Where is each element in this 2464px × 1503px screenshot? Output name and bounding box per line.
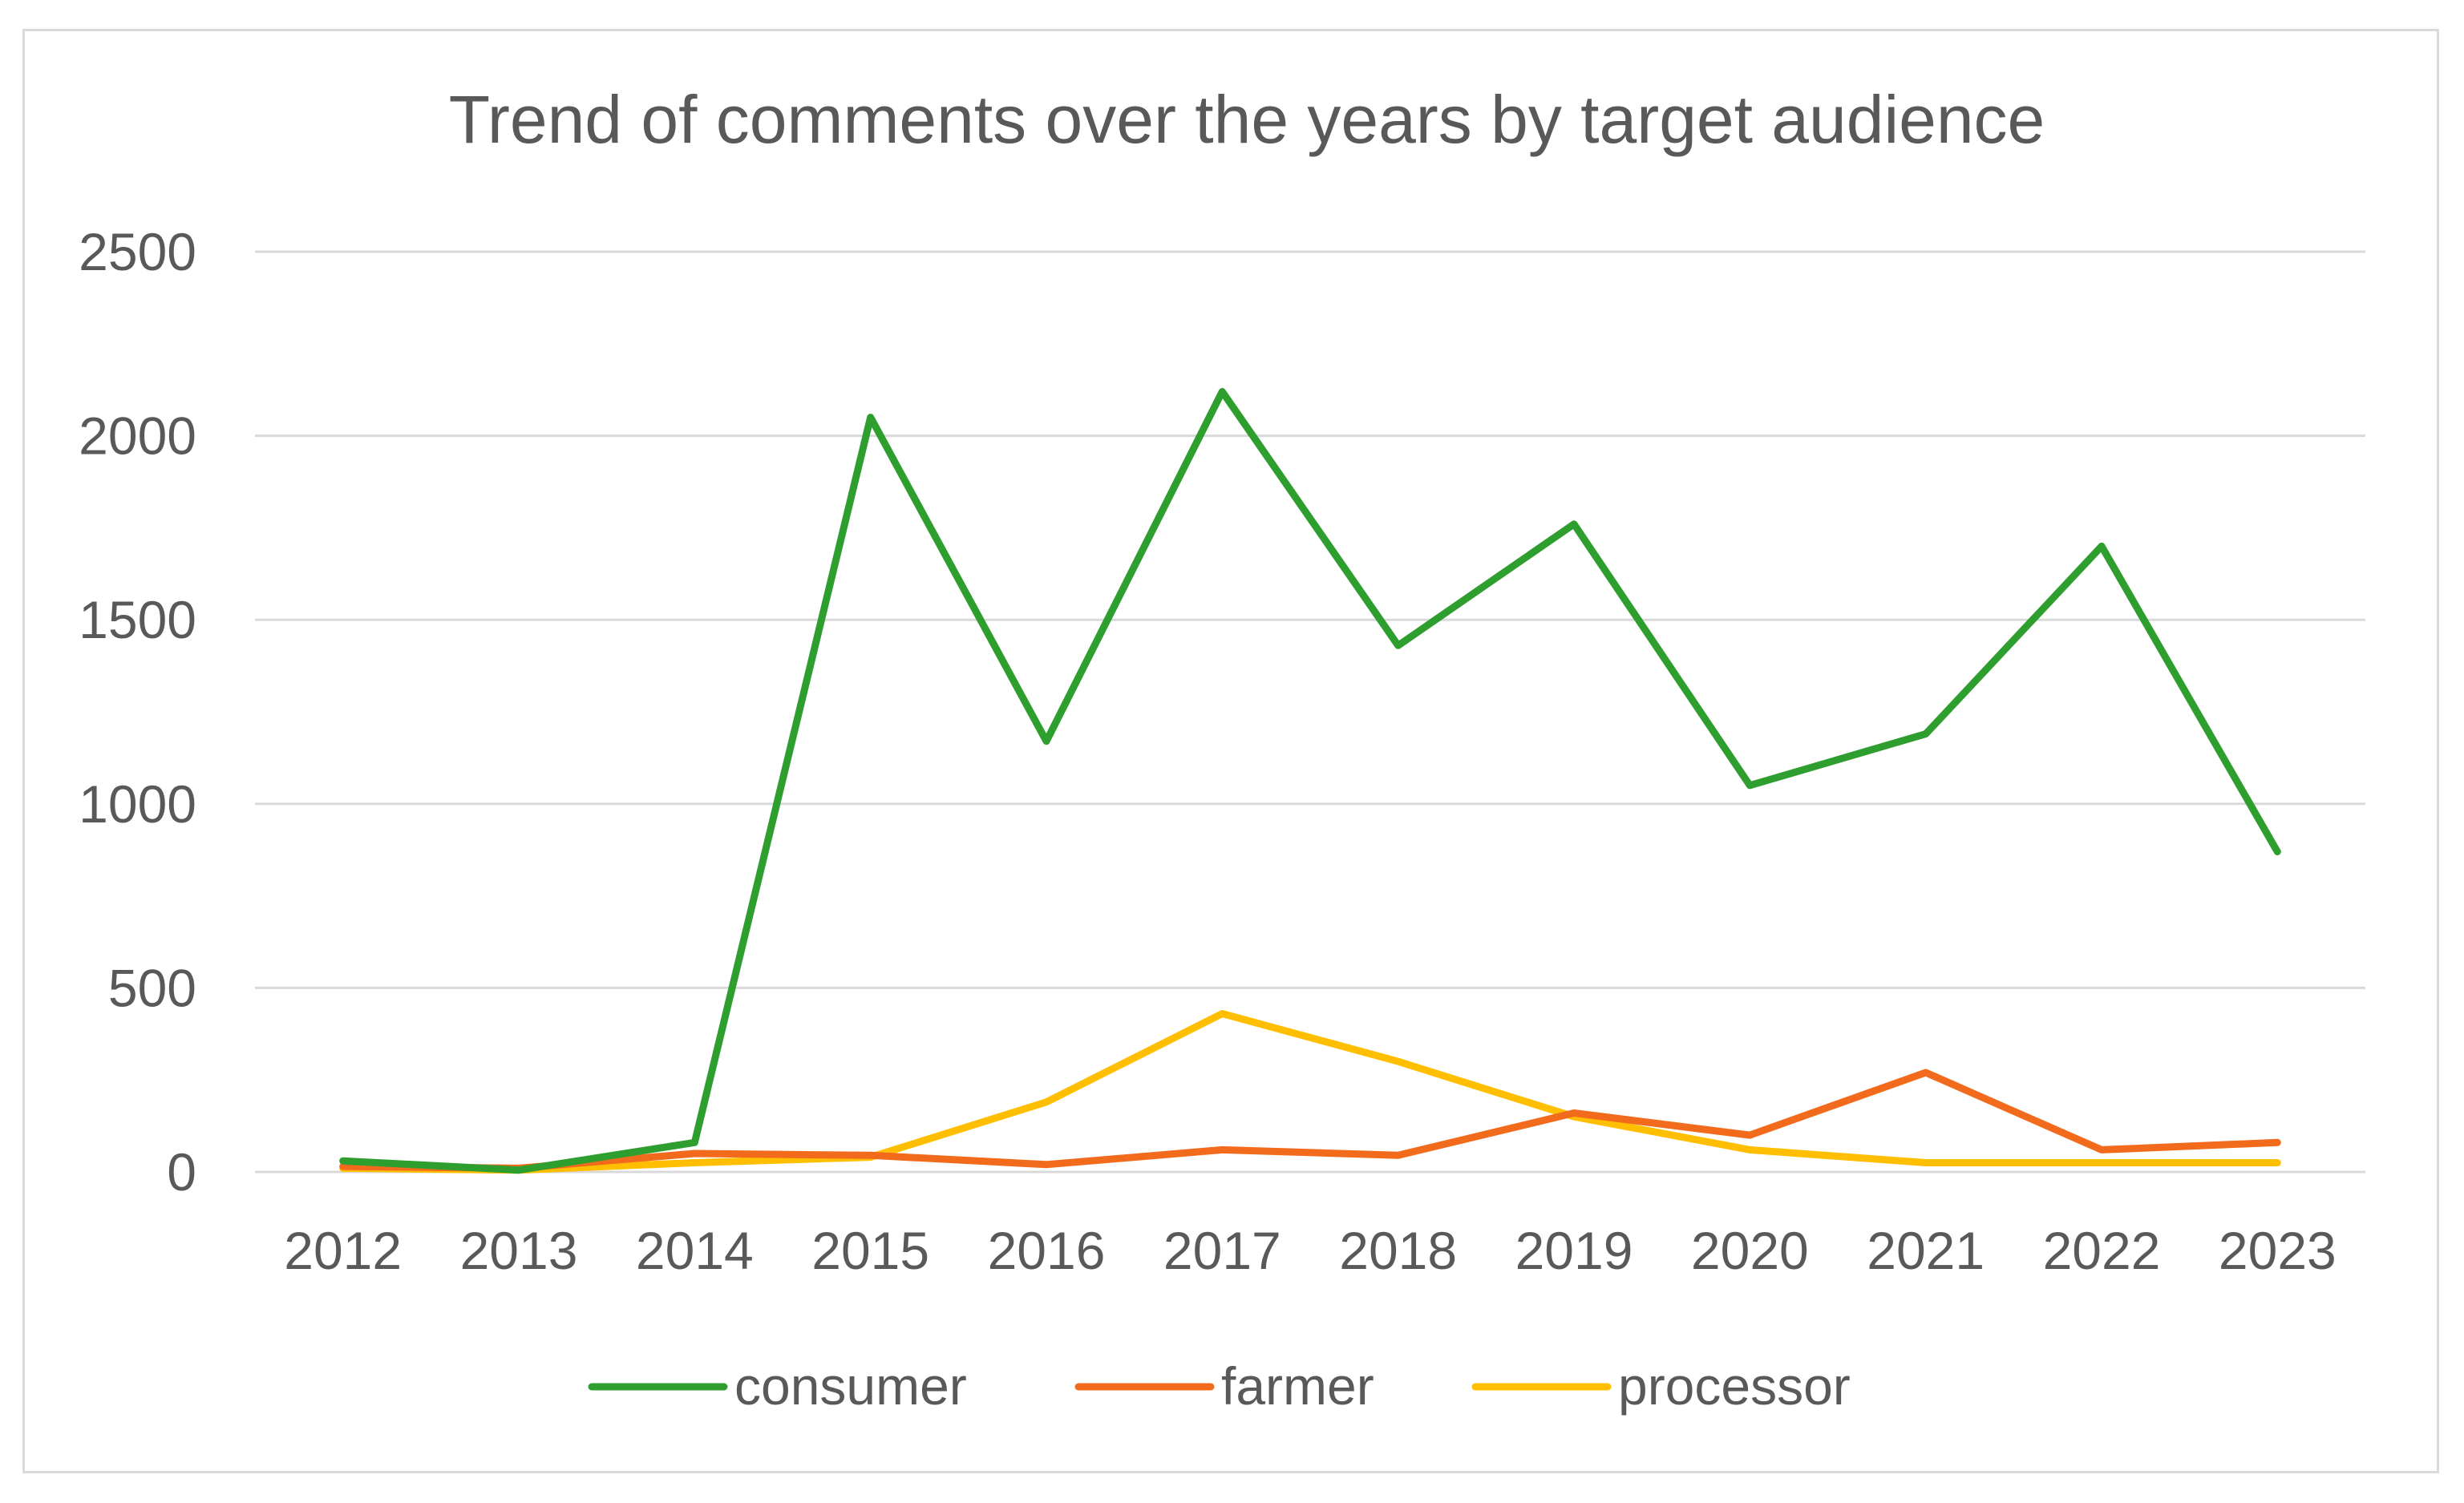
y-tick-label: 2500	[79, 222, 196, 281]
x-tick-label: 2016	[988, 1221, 1106, 1280]
series-line-processor	[339, 1010, 2281, 1174]
x-tick-label: 2018	[1339, 1221, 1457, 1280]
x-tick-label: 2014	[636, 1221, 754, 1280]
legend-label-farmer: farmer	[1221, 1356, 1374, 1416]
y-tick-label: 0	[167, 1142, 196, 1202]
x-tick-label: 2020	[1691, 1221, 1809, 1280]
x-tick-label: 2017	[1163, 1221, 1281, 1280]
series-line-consumer	[339, 388, 2281, 1174]
y-tick-label: 1000	[79, 774, 196, 834]
series-lines	[339, 388, 2281, 1174]
y-tick-label: 500	[108, 958, 196, 1017]
y-tick-label: 1500	[79, 590, 196, 649]
x-tick-label: 2021	[1867, 1221, 1985, 1280]
chart-title: Trend of comments over the years by targ…	[449, 82, 2045, 157]
gridlines	[255, 250, 2365, 1174]
y-tick-label: 2000	[79, 406, 196, 466]
x-tick-label: 2013	[460, 1221, 578, 1280]
x-tick-label: 2019	[1515, 1221, 1633, 1280]
x-tick-label: 2015	[811, 1221, 929, 1280]
x-tick-label: 2012	[284, 1221, 402, 1280]
legend-label-processor: processor	[1618, 1356, 1851, 1416]
legend: consumer farmer processor	[588, 1356, 1851, 1416]
x-tick-label: 2023	[2219, 1221, 2337, 1280]
series-line-farmer	[339, 1069, 2281, 1172]
x-tick-label: 2022	[2043, 1221, 2161, 1280]
y-axis-ticks: 0 500 1000 1500 2000 2500	[79, 222, 196, 1202]
legend-label-consumer: consumer	[734, 1356, 967, 1416]
chart-frame	[22, 29, 2439, 1473]
x-axis-ticks: 2012 2013 2014 2015 2016 2017 2018 2019 2020 2021…	[284, 1221, 2336, 1280]
